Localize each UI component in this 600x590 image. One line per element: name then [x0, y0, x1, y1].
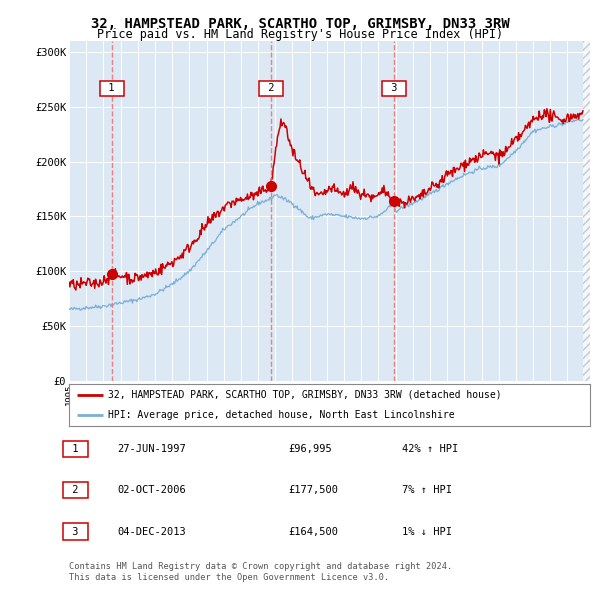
- Text: £164,500: £164,500: [288, 527, 338, 536]
- Text: 2: 2: [65, 486, 85, 495]
- Text: 04-DEC-2013: 04-DEC-2013: [117, 527, 186, 536]
- Text: 1: 1: [103, 83, 121, 93]
- Text: 1% ↓ HPI: 1% ↓ HPI: [402, 527, 452, 536]
- Text: Price paid vs. HM Land Registry's House Price Index (HPI): Price paid vs. HM Land Registry's House …: [97, 28, 503, 41]
- Text: 2: 2: [262, 83, 280, 93]
- Text: 42% ↑ HPI: 42% ↑ HPI: [402, 444, 458, 454]
- Text: 02-OCT-2006: 02-OCT-2006: [117, 486, 186, 495]
- Text: 27-JUN-1997: 27-JUN-1997: [117, 444, 186, 454]
- Text: 3: 3: [65, 527, 85, 536]
- Text: 32, HAMPSTEAD PARK, SCARTHO TOP, GRIMSBY, DN33 3RW (detached house): 32, HAMPSTEAD PARK, SCARTHO TOP, GRIMSBY…: [108, 389, 502, 399]
- Text: 32, HAMPSTEAD PARK, SCARTHO TOP, GRIMSBY, DN33 3RW: 32, HAMPSTEAD PARK, SCARTHO TOP, GRIMSBY…: [91, 17, 509, 31]
- Text: HPI: Average price, detached house, North East Lincolnshire: HPI: Average price, detached house, Nort…: [108, 410, 455, 420]
- Bar: [583, 41, 590, 381]
- Text: 1: 1: [65, 444, 85, 454]
- Text: £177,500: £177,500: [288, 486, 338, 495]
- Text: 3: 3: [385, 83, 404, 93]
- Text: This data is licensed under the Open Government Licence v3.0.: This data is licensed under the Open Gov…: [69, 573, 389, 582]
- Text: £96,995: £96,995: [288, 444, 332, 454]
- Text: Contains HM Land Registry data © Crown copyright and database right 2024.: Contains HM Land Registry data © Crown c…: [69, 562, 452, 571]
- Text: 7% ↑ HPI: 7% ↑ HPI: [402, 486, 452, 495]
